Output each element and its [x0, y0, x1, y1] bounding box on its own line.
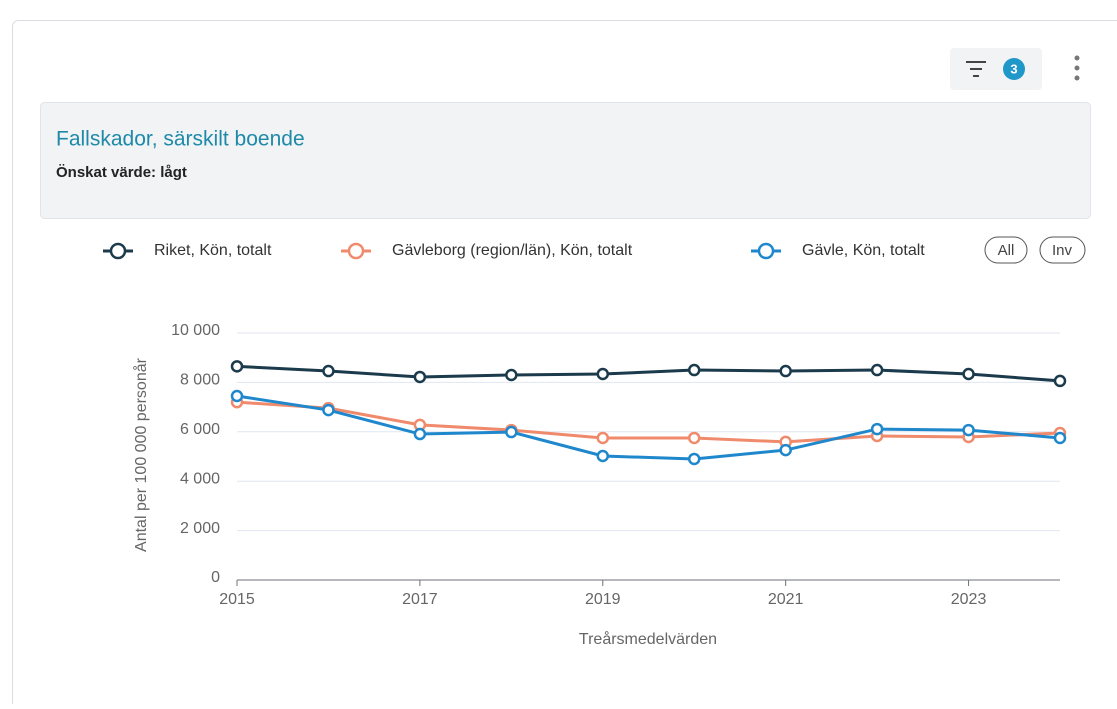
filter-button[interactable] — [950, 48, 1042, 90]
data-point — [1055, 376, 1065, 386]
legend-marker — [111, 244, 125, 258]
y-tick-label: 0 — [211, 569, 220, 586]
data-point — [964, 369, 974, 379]
data-point — [872, 424, 882, 434]
data-point — [872, 365, 882, 375]
y-tick-label: 10 000 — [171, 322, 220, 339]
data-point — [232, 361, 242, 371]
legend-button-label: Inv — [1052, 242, 1073, 259]
x-tick-label: 2017 — [402, 591, 438, 608]
filter-count: 3 — [1010, 61, 1017, 76]
data-point — [598, 451, 608, 461]
data-point — [781, 366, 791, 376]
data-point — [689, 365, 699, 375]
data-point — [415, 429, 425, 439]
data-point — [689, 454, 699, 464]
y-axis-title: Antal per 100 000 personår — [132, 357, 150, 552]
data-point — [598, 369, 608, 379]
data-point — [232, 391, 242, 401]
data-point — [689, 433, 699, 443]
legend-marker — [759, 244, 773, 258]
data-point — [1055, 433, 1065, 443]
legend-button-label: All — [998, 242, 1015, 259]
chart-subtitle: Önskat värde: lågt — [56, 164, 187, 181]
legend-label[interactable]: Gävleborg (region/län), Kön, totalt — [392, 242, 633, 259]
legend-marker — [349, 244, 363, 258]
x-tick-label: 2019 — [585, 591, 621, 608]
x-axis-title: Treårsmedelvärden — [579, 630, 717, 648]
y-tick-label: 8 000 — [180, 372, 220, 389]
menu-button[interactable] — [1075, 56, 1080, 81]
x-tick-label: 2015 — [219, 591, 255, 608]
y-tick-label: 4 000 — [180, 470, 220, 487]
data-point — [415, 372, 425, 382]
data-point — [323, 405, 333, 415]
legend-label[interactable]: Riket, Kön, totalt — [154, 242, 272, 259]
x-tick-label: 2021 — [768, 591, 804, 608]
chart-title: Fallskador, särskilt boende — [56, 128, 305, 151]
data-point — [323, 366, 333, 376]
y-tick-label: 2 000 — [180, 520, 220, 537]
data-point — [506, 370, 516, 380]
data-point — [781, 445, 791, 455]
y-tick-label: 6 000 — [180, 421, 220, 438]
data-point — [964, 425, 974, 435]
data-point — [506, 427, 516, 437]
data-point — [598, 433, 608, 443]
header-box — [41, 103, 1091, 219]
x-tick-label: 2023 — [951, 591, 987, 608]
legend-label[interactable]: Gävle, Kön, totalt — [802, 242, 925, 259]
